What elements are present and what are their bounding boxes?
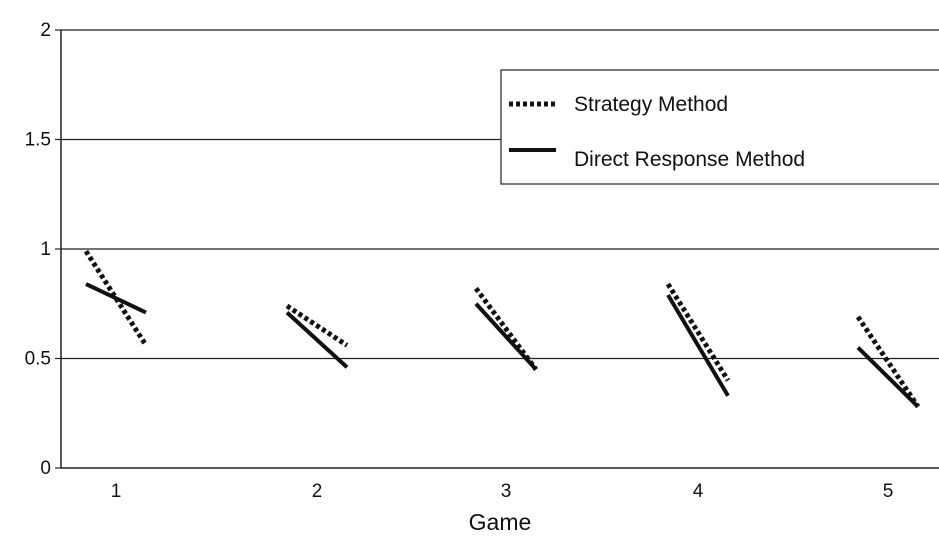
x-tick-label: 4 xyxy=(693,481,704,502)
y-tick-label: 2 xyxy=(40,20,51,41)
x-tick-label: 2 xyxy=(312,481,323,502)
direct-segment-game-2 xyxy=(285,311,349,369)
y-tick-label: 0 xyxy=(40,458,51,479)
strategy-segment-game-4 xyxy=(665,282,731,382)
gridlines xyxy=(61,29,939,360)
strategy-segment-game-2 xyxy=(285,303,349,348)
x-axis-title: Game xyxy=(469,509,532,535)
strategy-segment-game-5 xyxy=(855,315,921,409)
y-tick-label: 1 xyxy=(40,239,51,260)
legend-box xyxy=(500,69,939,185)
legend-label-strategy: Strategy Method xyxy=(574,93,728,116)
series-lines xyxy=(83,249,921,409)
x-tick-labels: 1 2 3 4 5 xyxy=(111,481,894,502)
direct-segment-game-3 xyxy=(474,302,538,371)
legend: Strategy Method Direct Response Method xyxy=(500,69,939,185)
legend-label-direct: Direct Response Method xyxy=(574,148,805,171)
x-tick-label: 1 xyxy=(111,481,122,502)
strategy-segment-game-1 xyxy=(83,249,149,347)
x-tick-label: 5 xyxy=(883,481,894,502)
direct-segment-game-4 xyxy=(666,293,730,397)
direct-segment-game-5 xyxy=(856,346,920,409)
y-tick-labels: 0 0.5 1 1.5 2 xyxy=(25,20,61,479)
y-tick-label: 0.5 xyxy=(25,349,51,370)
direct-segment-game-1 xyxy=(85,282,147,315)
x-tick-label: 3 xyxy=(501,481,512,502)
y-tick-label: 1.5 xyxy=(25,130,51,151)
